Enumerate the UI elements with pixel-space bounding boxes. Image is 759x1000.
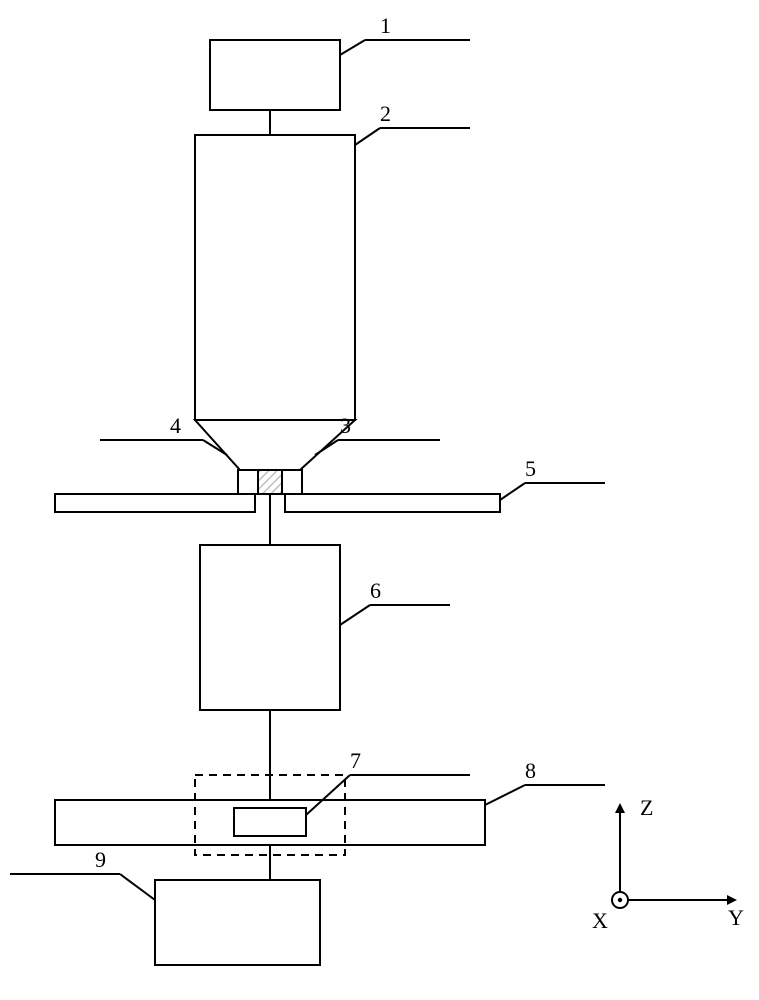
- label-9: 9: [95, 847, 106, 872]
- label-7: 7: [350, 748, 361, 773]
- label-5: 5: [525, 456, 536, 481]
- schematic-diagram: 1 2 3 4 5 6 7 8 9 Z Y X: [0, 0, 759, 1000]
- axis-z-label: Z: [640, 795, 653, 820]
- axis-y-label: Y: [728, 905, 744, 930]
- label-4: 4: [170, 413, 181, 438]
- label-6: 6: [370, 578, 381, 603]
- label-8: 8: [525, 758, 536, 783]
- axis-x-label: X: [592, 908, 608, 933]
- label-2: 2: [380, 101, 391, 126]
- label-1: 1: [380, 13, 391, 38]
- label-3: 3: [340, 413, 351, 438]
